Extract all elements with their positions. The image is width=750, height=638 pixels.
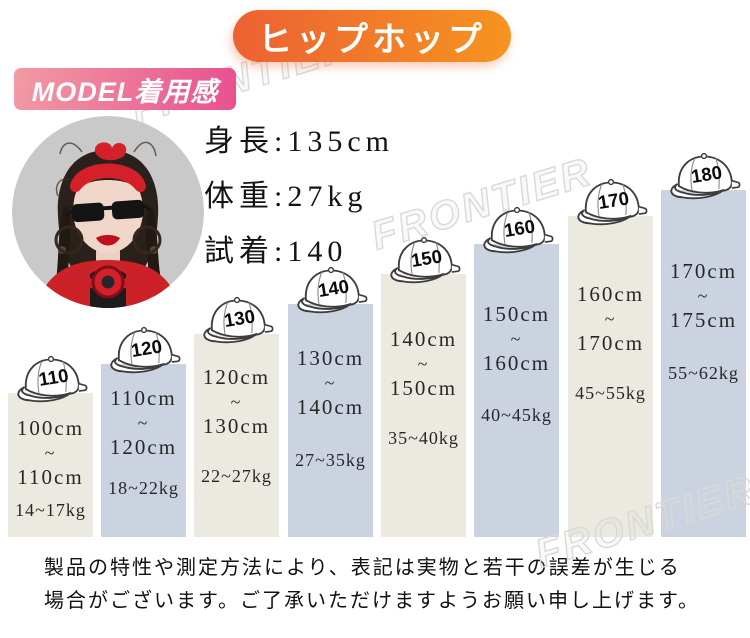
model-photo (12, 116, 204, 308)
cap-icon: 110 (16, 355, 88, 403)
cap-icon: 130 (202, 296, 274, 344)
page-title: ヒップホップ (233, 10, 511, 62)
svg-text:170: 170 (596, 187, 630, 213)
size-bar-110: 110 100cm ~ 110cm 14~17kg (8, 355, 93, 537)
weight-range: 35~40kg (388, 428, 459, 448)
disclaimer-text: 製品の特性や測定方法により、表記は実物と若干の誤差が生じる 場合がございます。ご… (44, 552, 700, 618)
height-range: 140cm ~ 150cm (389, 327, 458, 400)
model-tried-size: 試着:140 (204, 235, 348, 268)
cap-icon: 140 (296, 266, 368, 314)
size-bar-160: 160 150cm ~ 160cm 40~45kg (474, 206, 559, 537)
model-photo-illustration (12, 116, 204, 308)
svg-text:110: 110 (37, 364, 70, 389)
cap-icon: 150 (389, 236, 461, 284)
weight-range: 45~55kg (575, 383, 646, 403)
weight-range: 40~45kg (481, 405, 552, 425)
cap-icon: 160 (482, 206, 554, 254)
weight-range: 55~62kg (668, 363, 739, 383)
disclaimer-line-1: 製品の特性や測定方法により、表記は実物と若干の誤差が生じる (44, 557, 681, 579)
size-bar-130: 130 120cm ~ 130cm 22~27kg (194, 296, 279, 537)
height-range: 160cm ~ 170cm (576, 282, 645, 355)
model-fit-badge-label: MODEL着用感 (31, 76, 219, 107)
svg-text:120: 120 (129, 335, 163, 361)
weight-range: 14~17kg (15, 500, 86, 520)
model-weight: 体重:27kg (204, 180, 368, 213)
height-range: 120cm ~ 130cm (202, 365, 271, 438)
size-bar-140: 140 130cm ~ 140cm 27~35kg (288, 266, 373, 537)
weight-range: 18~22kg (108, 478, 179, 498)
svg-text:140: 140 (316, 275, 350, 301)
height-range: 100cm ~ 110cm (16, 416, 85, 489)
weight-range: 22~27kg (201, 466, 272, 486)
svg-text:160: 160 (502, 215, 536, 241)
model-height: 身長:135cm (204, 125, 394, 158)
size-bar-150: 150 140cm ~ 150cm 35~40kg (381, 236, 466, 537)
model-stats: 身長:135cm 体重:27kg 試着:140 (204, 126, 394, 291)
model-fit-badge: MODEL着用感 (14, 68, 236, 110)
cap-icon: 170 (576, 178, 648, 226)
cap-icon: 180 (669, 152, 741, 200)
svg-text:150: 150 (409, 245, 443, 271)
page-title-label: ヒップホップ (258, 20, 486, 59)
height-range: 110cm ~ 120cm (109, 386, 178, 459)
svg-text:130: 130 (222, 305, 256, 331)
cap-icon: 120 (109, 326, 181, 374)
size-bar-180: 180 170cm ~ 175cm 55~62kg (661, 152, 746, 537)
size-bar-170: 170 160cm ~ 170cm 45~55kg (568, 178, 653, 537)
height-range: 150cm ~ 160cm (482, 302, 551, 375)
disclaimer-line-2: 場合がございます。ご了承いただけますようお願い申し上げます。 (44, 590, 700, 612)
size-bar-120: 120 110cm ~ 120cm 18~22kg (101, 326, 186, 537)
height-range: 170cm ~ 175cm (669, 259, 738, 332)
weight-range: 27~35kg (295, 450, 366, 470)
svg-text:180: 180 (689, 161, 723, 187)
height-range: 130cm ~ 140cm (296, 346, 365, 419)
